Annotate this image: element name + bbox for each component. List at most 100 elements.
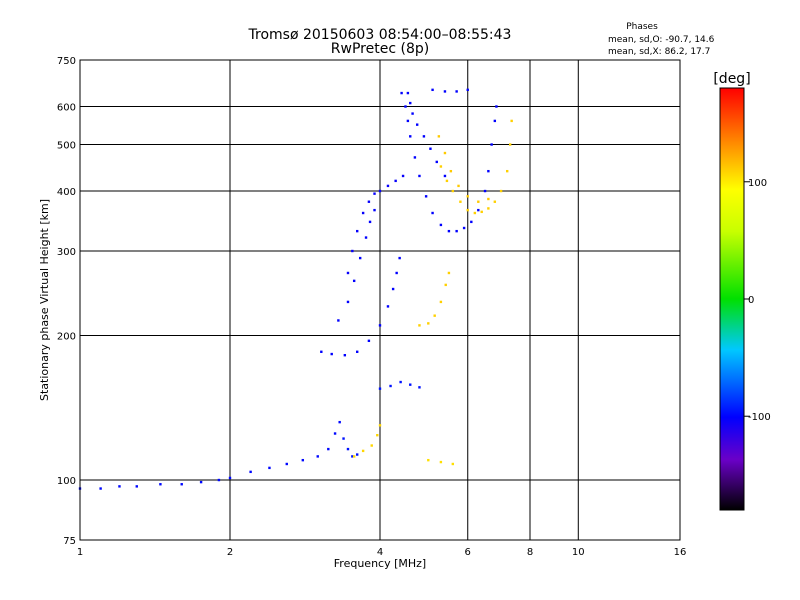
data-point [487,169,490,173]
data-point [409,383,412,386]
chart-title: Tromsø 20150603 08:54:00–08:55:43 [248,27,512,43]
data-point [493,119,497,123]
data-point [373,192,376,195]
data-point [406,91,410,95]
data-point [447,271,451,275]
data-point [399,380,402,384]
data-point [346,271,350,275]
data-point [409,135,412,138]
data-point [418,324,421,327]
data-point [418,174,421,178]
y-axis-label: Stationary phase Virtual Height [km] [38,199,51,401]
data-point [466,195,469,198]
data-point [495,105,498,108]
data-point [217,478,221,482]
data-point [367,339,371,343]
y-tick-label: 600 [57,103,76,114]
colorbar-label: [deg] [713,71,750,87]
data-point [427,322,430,325]
data-point [389,384,392,388]
data-point [439,460,443,464]
data-point [437,135,441,138]
data-point [411,112,414,115]
data-point [413,156,417,159]
data-point [180,483,183,486]
data-point [431,88,434,92]
data-point [351,455,354,458]
data-point [443,90,447,93]
y-tick-label: 100 [57,476,76,487]
data-point [466,208,469,212]
data-point [135,485,138,488]
data-point [378,324,382,327]
data-point [455,229,458,233]
data-point [391,287,395,291]
data-point [459,200,462,203]
colorbar-tick-label: 0 [748,295,754,306]
data-point [378,387,382,390]
data-point [483,189,487,193]
data-point [368,220,372,224]
x-tick-label: 6 [465,547,471,558]
y-tick-label: 200 [57,332,76,343]
data-point [370,444,373,447]
data-point [398,256,401,260]
data-point [327,447,330,451]
data-point [358,256,362,260]
x-tick-label: 16 [674,547,687,558]
data-point [159,483,162,486]
y-tick-label: 500 [57,141,76,152]
data-point [361,211,365,215]
data-point [394,179,397,183]
colorbar-tick-label: -100 [748,412,771,423]
data-point [449,169,453,173]
data-point [378,424,382,427]
data-point [330,352,333,356]
grid [80,60,680,540]
data-point [443,151,447,155]
y-tick-label: 750 [57,56,76,67]
data-point [320,350,323,353]
data-point [444,283,447,287]
data-point [462,226,466,230]
data-point [346,447,350,451]
data-point [470,220,473,224]
data-point [424,195,428,198]
data-point [473,211,477,215]
data-point [457,184,460,188]
data-point [418,386,421,389]
data-point [346,300,350,304]
data-point [333,432,337,435]
colorbar [719,87,745,511]
data-point [373,208,376,212]
data-point [118,485,121,488]
data-point [445,179,449,183]
data-point [406,119,410,123]
data-point [493,200,497,203]
data-point [487,197,490,201]
x-tick-label: 2 [227,547,233,558]
data-point [301,458,305,462]
data-point [378,189,382,193]
colorbar-ticks: 100 0 -100 [744,178,771,423]
y-tick-label: 300 [57,247,76,258]
stats-line-x: mean, sd,X: 86.2, 17.7 [608,47,710,57]
data-point [400,91,403,95]
data-point [447,229,451,233]
x-tick-label: 10 [572,547,585,558]
data-point [361,449,365,453]
data-point [401,174,405,178]
x-axis: 1 2 4 6 8 10 16 [77,547,687,558]
data-point [429,147,432,150]
data-point [199,480,203,484]
data-point [355,350,359,353]
data-point [376,433,379,437]
data-point [490,143,493,146]
data-point [508,143,512,146]
data-point [455,90,458,93]
data-point [351,249,354,253]
plot-frame [79,59,681,541]
data-point [395,271,398,275]
data-point [451,189,455,193]
